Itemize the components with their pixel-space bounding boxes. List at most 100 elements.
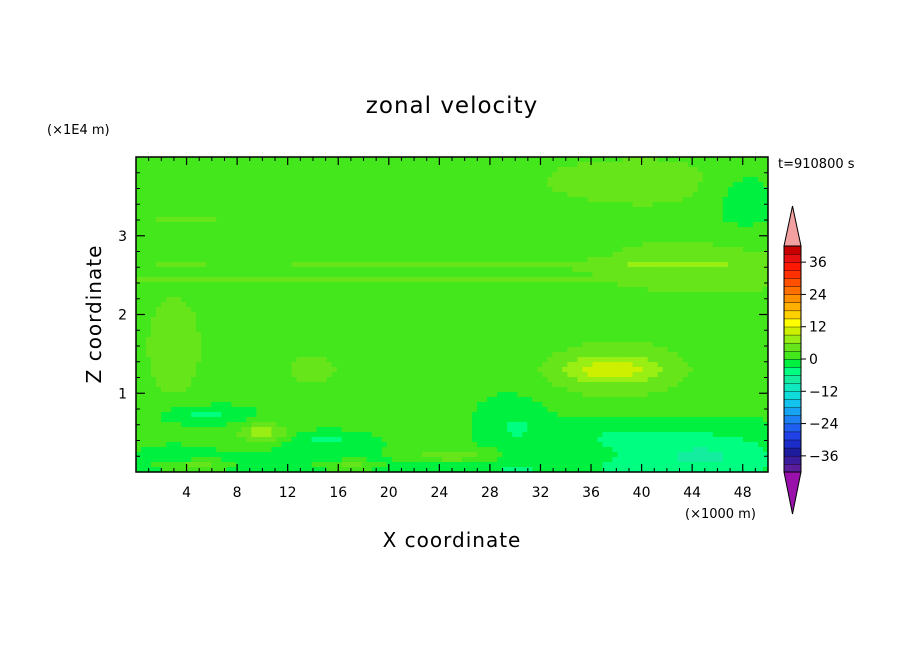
field-cell (321, 237, 328, 243)
field-cell (552, 277, 558, 283)
field-cell (241, 242, 247, 248)
field-cell (326, 252, 333, 258)
field-cell (497, 337, 503, 343)
field-cell (517, 252, 523, 258)
field-cell (572, 257, 578, 263)
field-cell (682, 227, 689, 233)
field-cell (176, 172, 182, 178)
field-cell (301, 227, 308, 233)
field-cell (677, 267, 684, 273)
field-cell (692, 262, 699, 268)
field-cell (677, 337, 684, 343)
field-cell (326, 162, 333, 168)
field-cell (141, 162, 147, 168)
field-cell (622, 287, 629, 293)
field-cell (436, 237, 443, 243)
field-cell (687, 227, 694, 233)
field-cell (467, 252, 473, 258)
field-cell (176, 182, 182, 188)
field-cell (752, 282, 759, 288)
field-cell (692, 322, 699, 328)
field-cell (326, 157, 333, 163)
field-cell (171, 257, 177, 263)
field-cell (336, 327, 343, 333)
field-cell (246, 302, 252, 308)
field-cell (557, 292, 563, 298)
field-cell (692, 242, 699, 248)
field-cell (657, 197, 664, 203)
field-cell (572, 297, 578, 303)
field-cell (532, 342, 538, 348)
field-cell (652, 207, 659, 213)
field-cell (557, 172, 563, 178)
field-cell (747, 157, 754, 163)
field-cell (271, 237, 278, 243)
field-cell (527, 162, 533, 168)
field-cell (742, 167, 749, 173)
field-cell (692, 282, 699, 288)
field-cell (396, 217, 403, 223)
field-cell (401, 327, 408, 333)
field-cell (156, 332, 162, 338)
field-cell (512, 177, 518, 183)
field-cell (196, 317, 202, 323)
field-cell (351, 332, 358, 338)
field-cell (642, 202, 649, 208)
field-cell (151, 307, 157, 313)
field-cell (176, 307, 182, 313)
field-cell (492, 297, 498, 303)
field-cell (206, 287, 212, 293)
field-cell (201, 227, 207, 233)
field-cell (196, 242, 202, 248)
field-cell (537, 197, 543, 203)
field-cell (411, 302, 418, 308)
field-cell (146, 242, 152, 248)
field-cell (762, 342, 768, 348)
field-cell (211, 312, 217, 318)
field-cell (176, 337, 182, 343)
field-cell (341, 227, 348, 233)
field-cell (477, 212, 483, 218)
field-cell (371, 162, 378, 168)
field-cell (742, 282, 749, 288)
field-cell (562, 162, 568, 168)
field-cell (431, 277, 438, 283)
field-cell (211, 262, 217, 268)
field-cell (371, 272, 378, 278)
field-cell (191, 162, 197, 168)
field-cell (727, 312, 734, 318)
field-cell (467, 282, 473, 288)
field-cell (582, 302, 589, 308)
field-cell (261, 177, 268, 183)
field-cell (291, 272, 298, 278)
field-cell (311, 202, 318, 208)
field-cell (381, 282, 388, 288)
field-cell (672, 222, 679, 228)
field-cell (597, 182, 604, 188)
field-cell (507, 287, 513, 293)
field-cell (507, 327, 513, 333)
field-cell (216, 352, 222, 358)
field-cell (562, 237, 568, 243)
field-cell (462, 172, 468, 178)
field-cell (762, 187, 768, 193)
field-cell (381, 207, 388, 213)
field-cell (181, 347, 187, 353)
field-cell (286, 192, 293, 198)
field-cell (381, 222, 388, 228)
field-cell (206, 167, 212, 173)
field-cell (747, 227, 754, 233)
field-cell (156, 302, 162, 308)
field-cell (201, 257, 207, 263)
field-cell (662, 337, 669, 343)
field-cell (386, 162, 393, 168)
field-cell (577, 262, 584, 268)
field-cell (286, 322, 293, 328)
field-cell (436, 332, 443, 338)
field-cell (141, 177, 147, 183)
field-cell (186, 257, 192, 263)
field-cell (672, 162, 679, 168)
field-cell (487, 232, 493, 238)
field-cell (482, 222, 488, 228)
field-cell (462, 257, 468, 263)
